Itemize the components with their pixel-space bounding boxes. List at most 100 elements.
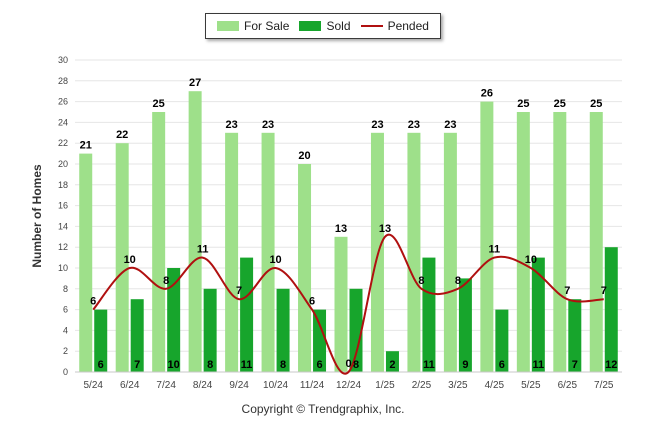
data-label-pended: 8 bbox=[163, 275, 169, 287]
bar-sold bbox=[531, 257, 545, 372]
bar-sold bbox=[349, 288, 363, 372]
data-label-sold: 11 bbox=[533, 359, 545, 371]
data-label-pended: 0 bbox=[345, 358, 351, 370]
bar-sold bbox=[422, 257, 436, 372]
bar-for-sale bbox=[115, 143, 129, 372]
data-label-sold: 11 bbox=[423, 359, 435, 371]
data-label-for-sale: 23 bbox=[262, 119, 274, 131]
y-tick-label: 26 bbox=[58, 97, 68, 107]
x-tick-label: 10/24 bbox=[263, 380, 288, 391]
x-tick-label: 11/24 bbox=[300, 380, 325, 391]
data-label-sold: 8 bbox=[280, 359, 286, 371]
data-label-for-sale: 26 bbox=[481, 88, 493, 100]
data-label-sold: 8 bbox=[207, 359, 213, 371]
bar-for-sale bbox=[480, 101, 494, 372]
legend-swatch-sold bbox=[299, 21, 322, 31]
x-tick-label: 3/25 bbox=[448, 380, 468, 391]
data-label-for-sale: 20 bbox=[298, 150, 310, 162]
bar-sold bbox=[130, 299, 144, 372]
bar-sold bbox=[495, 309, 509, 372]
data-label-sold: 6 bbox=[98, 359, 104, 371]
x-tick-label: 8/24 bbox=[193, 380, 213, 391]
data-label-sold: 6 bbox=[316, 359, 322, 371]
data-label-pended: 7 bbox=[601, 285, 607, 297]
data-label-for-sale: 22 bbox=[116, 129, 128, 141]
legend-item-for-sale[interactable]: For Sale bbox=[217, 19, 289, 33]
data-label-for-sale: 27 bbox=[189, 77, 201, 89]
bar-for-sale bbox=[443, 132, 457, 372]
data-label-for-sale: 23 bbox=[225, 119, 237, 131]
data-label-pended: 10 bbox=[525, 254, 537, 266]
data-label-sold: 11 bbox=[241, 359, 253, 371]
x-tick-label: 6/24 bbox=[120, 380, 140, 391]
data-label-pended: 11 bbox=[197, 244, 209, 256]
bar-for-sale bbox=[79, 153, 93, 372]
bar-for-sale bbox=[188, 91, 202, 372]
data-label-for-sale: 23 bbox=[408, 119, 420, 131]
bar-sold bbox=[313, 309, 327, 372]
data-label-for-sale: 23 bbox=[444, 119, 456, 131]
x-tick-label: 5/25 bbox=[521, 380, 541, 391]
data-label-sold: 12 bbox=[605, 359, 617, 371]
bar-for-sale bbox=[407, 132, 421, 372]
y-tick-label: 6 bbox=[63, 305, 68, 315]
bar-sold bbox=[240, 257, 254, 372]
data-label-for-sale: 23 bbox=[371, 119, 383, 131]
y-tick-label: 0 bbox=[63, 367, 68, 377]
x-tick-label: 4/25 bbox=[485, 380, 505, 391]
legend-swatch-for-sale bbox=[217, 21, 240, 31]
bar-for-sale bbox=[298, 164, 312, 372]
y-tick-label: 14 bbox=[58, 221, 68, 231]
x-tick-label: 6/25 bbox=[558, 380, 578, 391]
data-label-sold: 7 bbox=[134, 359, 140, 371]
data-label-for-sale: 25 bbox=[517, 98, 529, 110]
bar-sold bbox=[568, 299, 582, 372]
bar-sold bbox=[94, 309, 108, 372]
legend-item-pended[interactable]: Pended bbox=[360, 19, 429, 33]
y-tick-label: 8 bbox=[63, 284, 68, 294]
x-tick-label: 9/24 bbox=[229, 380, 249, 391]
y-tick-label: 10 bbox=[58, 263, 68, 273]
pended-line bbox=[92, 233, 604, 375]
data-label-pended: 8 bbox=[418, 275, 424, 287]
legend-item-sold[interactable]: Sold bbox=[299, 19, 351, 33]
y-tick-label: 4 bbox=[63, 325, 68, 335]
x-tick-label: 7/24 bbox=[156, 380, 176, 391]
legend: For Sale Sold Pended bbox=[205, 13, 441, 39]
bar-sold bbox=[203, 288, 217, 372]
bar-for-sale bbox=[261, 132, 275, 372]
y-tick-label: 22 bbox=[58, 138, 68, 148]
y-tick-label: 20 bbox=[58, 159, 68, 169]
data-label-sold: 7 bbox=[572, 359, 578, 371]
data-label-for-sale: 25 bbox=[590, 98, 602, 110]
bar-for-sale bbox=[152, 112, 166, 372]
data-label-pended: 11 bbox=[489, 244, 501, 256]
x-tick-label: 2/25 bbox=[412, 380, 432, 391]
bar-for-sale bbox=[553, 112, 567, 372]
data-label-for-sale: 13 bbox=[335, 223, 347, 235]
bar-sold bbox=[385, 351, 399, 372]
data-label-pended: 13 bbox=[379, 223, 391, 235]
x-tick-label: 1/25 bbox=[375, 380, 395, 391]
data-label-pended: 6 bbox=[90, 296, 96, 308]
data-label-pended: 6 bbox=[309, 296, 315, 308]
x-tick-label: 5/24 bbox=[83, 380, 103, 391]
data-label-for-sale: 25 bbox=[153, 98, 165, 110]
y-tick-label: 12 bbox=[58, 242, 68, 252]
data-label-for-sale: 21 bbox=[80, 140, 92, 152]
data-label-pended: 10 bbox=[124, 254, 136, 266]
data-label-sold: 6 bbox=[499, 359, 505, 371]
data-label-sold: 10 bbox=[168, 359, 180, 371]
legend-label-for-sale: For Sale bbox=[244, 19, 290, 33]
y-tick-label: 2 bbox=[63, 346, 68, 356]
y-axis-label: Number of Homes bbox=[30, 164, 44, 268]
data-label-pended: 7 bbox=[236, 285, 242, 297]
y-tick-label: 30 bbox=[58, 55, 68, 65]
bar-sold bbox=[167, 268, 181, 372]
data-label-sold: 9 bbox=[462, 359, 468, 371]
legend-swatch-pended bbox=[360, 25, 383, 27]
data-label-pended: 10 bbox=[269, 254, 281, 266]
bar-for-sale bbox=[334, 236, 348, 372]
y-tick-label: 28 bbox=[58, 76, 68, 86]
copyright-text: Copyright © Trendgraphix, Inc. bbox=[241, 402, 405, 416]
